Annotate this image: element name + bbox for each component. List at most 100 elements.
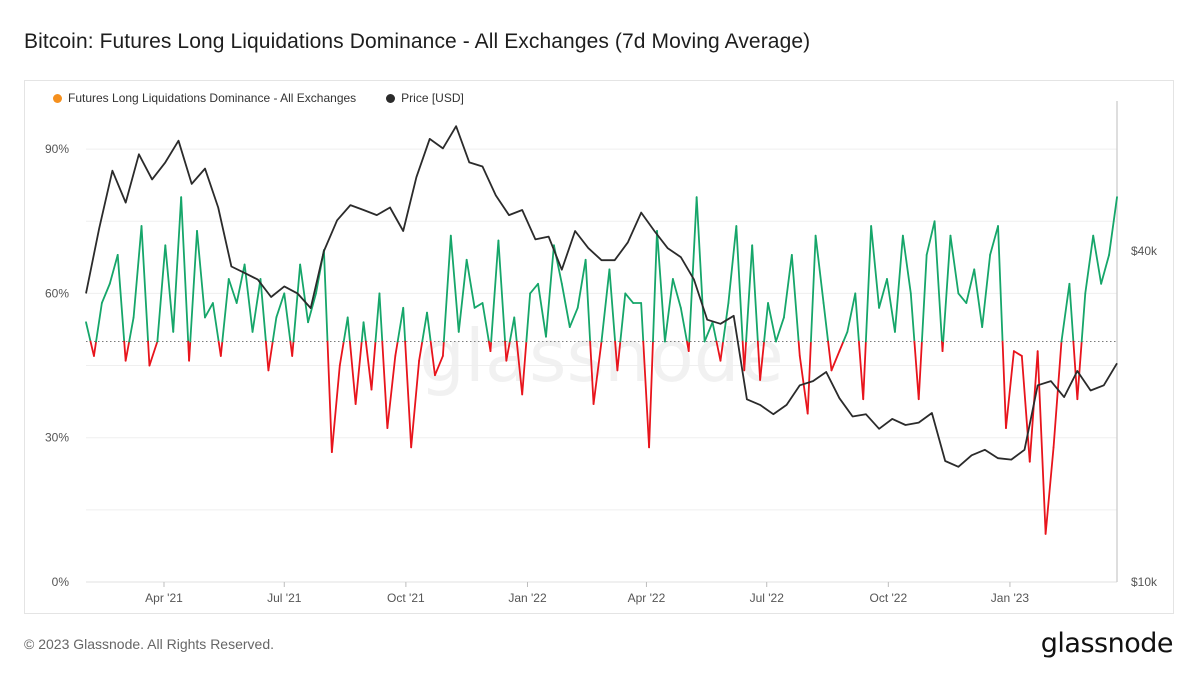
dominance-line-segment — [695, 196, 706, 343]
dominance-line-segment — [108, 254, 119, 285]
dominance-line-segment — [664, 278, 674, 343]
dominance-line-segment — [886, 278, 896, 333]
y-right-tick-label: $40k — [1131, 244, 1158, 258]
dominance-line-segment — [981, 254, 992, 328]
legend-label-dominance: Futures Long Liquidations Dominance - Al… — [68, 91, 357, 105]
dominance-line-segment — [342, 316, 349, 343]
dominance-line-segment — [1013, 350, 1023, 357]
dominance-line-segment — [679, 306, 688, 343]
dominance-line-segment — [164, 244, 175, 333]
dominance-line-segment — [719, 340, 725, 362]
dominance-line-segment — [505, 340, 511, 362]
dominance-line-segment — [410, 359, 420, 449]
dominance-line-segment — [878, 278, 888, 309]
dominance-line-segment — [271, 316, 278, 343]
dominance-line-segment — [396, 306, 405, 343]
dominance-line-segment — [846, 292, 857, 333]
dominance-line-segment — [1020, 355, 1031, 463]
dominance-line-segment — [1092, 234, 1103, 285]
y-left-tick-label: 0% — [52, 575, 70, 589]
legend-item-price[interactable]: Price [USD] — [386, 91, 464, 105]
x-tick-label: Jul '21 — [267, 591, 302, 605]
dominance-line-segment — [1068, 282, 1075, 343]
dominance-line-segment — [132, 225, 143, 319]
dominance-line-segment — [751, 244, 759, 343]
dominance-line-segment — [95, 302, 103, 343]
dominance-line-segment — [429, 340, 436, 377]
dominance-line-segment — [1108, 196, 1118, 256]
dominance-line-segment — [648, 340, 654, 449]
dominance-line-segment — [656, 229, 666, 343]
dominance-line-segment — [346, 316, 351, 343]
dominance-line-segment — [1076, 340, 1083, 401]
dominance-line-segment — [775, 316, 785, 343]
dominance-line-segment — [291, 340, 295, 357]
dominance-line-segment — [364, 340, 373, 391]
dominance-line-segment — [854, 292, 860, 343]
dominance-line-segment — [349, 340, 357, 405]
dominance-line-segment — [156, 244, 167, 343]
dominance-line-segment — [330, 364, 341, 454]
legend-label-price: Price [USD] — [401, 91, 464, 105]
dominance-line-segment — [727, 225, 738, 304]
dominance-line-segment — [619, 292, 627, 343]
dominance-line-segment — [402, 306, 407, 343]
dominance-line-segment — [490, 239, 500, 343]
dominance-line-segment — [870, 225, 880, 309]
dominance-line-segment — [1060, 282, 1071, 343]
dominance-line-segment — [85, 321, 92, 343]
dominance-line-segment — [219, 340, 224, 357]
legend-item-dominance[interactable]: Futures Long Liquidations Dominance - Al… — [53, 91, 356, 105]
dominance-line-segment — [715, 340, 722, 362]
dominance-line-segment — [827, 340, 833, 372]
dominance-line-segment — [235, 263, 246, 304]
chart-title: Bitcoin: Futures Long Liquidations Domin… — [24, 30, 811, 53]
dominance-line-segment — [386, 355, 397, 429]
dominance-line-segment — [589, 340, 595, 405]
dominance-line-segment — [1052, 340, 1063, 449]
dominance-line-segment — [576, 258, 587, 309]
dominance-line-segment — [830, 350, 841, 372]
price-line — [85, 125, 1118, 468]
dominance-line-segment — [537, 282, 547, 338]
dominance-line-segment — [767, 302, 777, 343]
dominance-line-segment — [797, 340, 801, 357]
dominance-line-segment — [921, 254, 928, 343]
dominance-line-segment — [584, 258, 592, 343]
legend-dot-dominance-icon — [53, 93, 62, 103]
dominance-line-segment — [894, 234, 904, 333]
dominance-line-segment — [759, 340, 765, 381]
dominance-line-segment — [362, 321, 367, 343]
dominance-line-segment — [147, 340, 151, 367]
dominance-line-segment — [370, 340, 377, 391]
dominance-line-segment — [949, 234, 960, 295]
dominance-line-segment — [180, 196, 190, 343]
dominance-line-segment — [267, 340, 274, 372]
dominance-line-segment — [864, 225, 873, 343]
dominance-line-segment — [1100, 254, 1110, 285]
dominance-line-segment — [434, 355, 444, 377]
x-tick-label: Jul '22 — [750, 591, 785, 605]
dominance-line-segment — [378, 292, 384, 343]
dominance-line-segment — [381, 340, 389, 429]
dominance-line-segment — [1005, 350, 1015, 429]
dominance-line-segment — [857, 340, 865, 401]
dominance-line-segment — [489, 340, 493, 353]
chart-plot-area[interactable]: glassnode 0% 30% 60% 90% $10k $40k Apr '21 Jul '… — [25, 81, 1175, 615]
y-left-tick-label: 90% — [45, 142, 69, 156]
dominance-line-segment — [901, 234, 912, 295]
x-tick-label: Apr '21 — [145, 591, 183, 605]
dominance-line-segment — [722, 302, 730, 343]
dominance-line-segment — [116, 254, 126, 343]
dominance-line-segment — [1080, 292, 1087, 343]
dominance-line-segment — [265, 340, 270, 372]
dominance-line-segment — [473, 302, 484, 309]
dominance-line-segment — [616, 340, 622, 372]
dominance-line-segment — [909, 292, 916, 343]
dominance-line-segment — [172, 196, 183, 333]
dominance-line-segment — [1001, 340, 1007, 429]
dominance-line-segment — [292, 263, 302, 343]
dominance-line-segment — [941, 340, 945, 353]
dominance-line-segment — [688, 196, 698, 343]
dominance-line-segment — [1084, 234, 1095, 295]
